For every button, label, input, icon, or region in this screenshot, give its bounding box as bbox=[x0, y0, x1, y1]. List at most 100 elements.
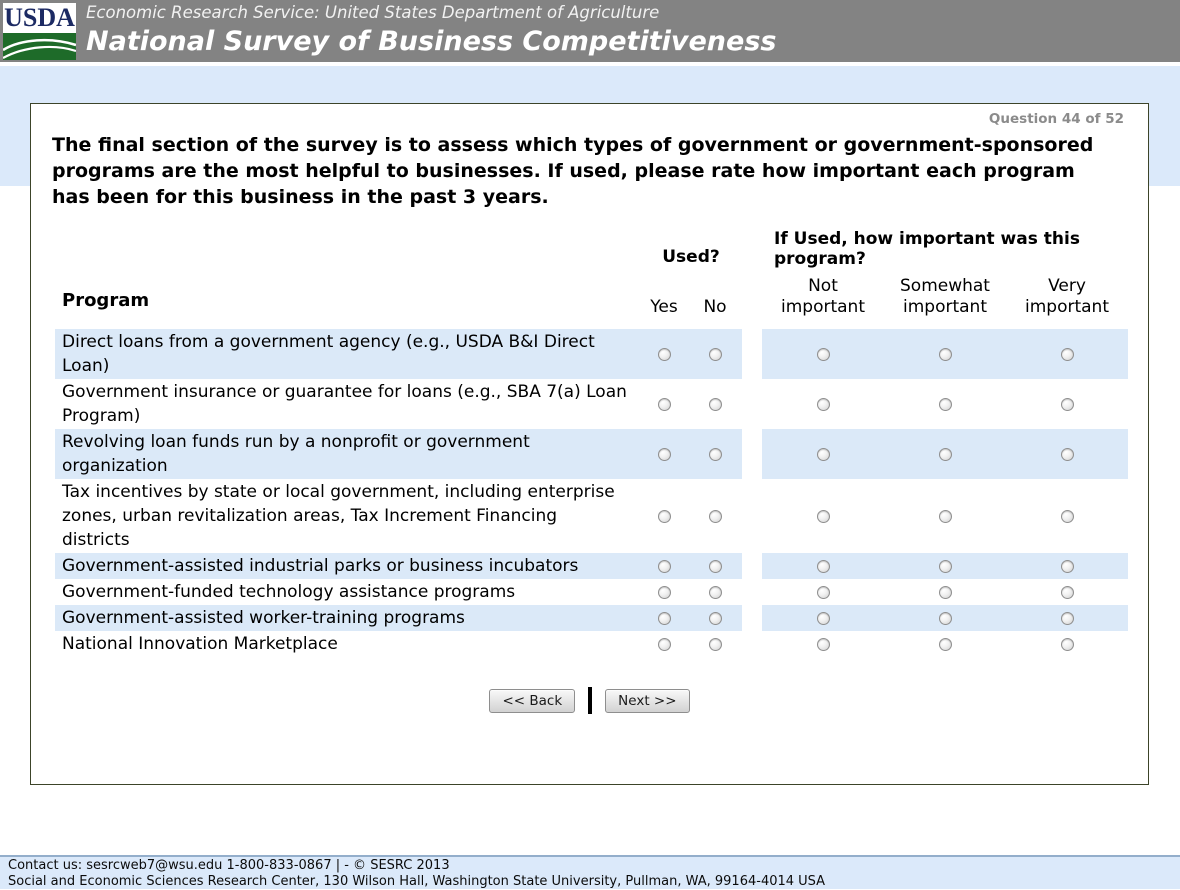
radio-importance-not-important[interactable] bbox=[816, 509, 830, 523]
radio-cell bbox=[688, 631, 742, 657]
radio-cell bbox=[640, 553, 688, 579]
radio-cell bbox=[884, 553, 1006, 579]
footer-address-line: Social and Economic Sciences Research Ce… bbox=[8, 874, 826, 889]
radio-importance-not-important[interactable] bbox=[816, 347, 830, 361]
row-gap bbox=[742, 329, 762, 379]
radio-importance-very-important[interactable] bbox=[1060, 611, 1074, 625]
radio-importance-somewhat-important[interactable] bbox=[938, 637, 952, 651]
footer-contact-line: Contact us: sesrcweb7@wsu.edu 1-800-833-… bbox=[8, 858, 450, 873]
radio-cell bbox=[884, 479, 1006, 553]
footer: Contact us: sesrcweb7@wsu.edu 1-800-833-… bbox=[0, 855, 1180, 889]
radio-cell bbox=[762, 429, 884, 479]
radio-used-yes[interactable] bbox=[657, 637, 671, 651]
program-label: Government-assisted worker-training prog… bbox=[55, 605, 640, 631]
radio-importance-not-important[interactable] bbox=[816, 559, 830, 573]
usda-logo: USDA bbox=[3, 3, 76, 60]
radio-importance-somewhat-important[interactable] bbox=[938, 611, 952, 625]
next-button[interactable]: Next >> bbox=[605, 688, 690, 713]
radio-used-yes[interactable] bbox=[657, 447, 671, 461]
radio-cell bbox=[1006, 429, 1128, 479]
program-table: Used? If Used, how important was this pr… bbox=[55, 224, 1128, 657]
radio-cell bbox=[884, 429, 1006, 479]
row-gap bbox=[742, 429, 762, 479]
radio-cell bbox=[688, 605, 742, 631]
radio-used-no[interactable] bbox=[708, 559, 722, 573]
program-label: National Innovation Marketplace bbox=[62, 634, 338, 654]
radio-used-no[interactable] bbox=[708, 447, 722, 461]
radio-cell bbox=[762, 553, 884, 579]
radio-cell bbox=[640, 631, 688, 657]
radio-used-no[interactable] bbox=[708, 397, 722, 411]
table-row: Government-assisted worker-training prog… bbox=[55, 605, 1128, 631]
radio-importance-not-important[interactable] bbox=[816, 637, 830, 651]
radio-cell bbox=[762, 605, 884, 631]
table-row: Revolving loan funds run by a nonprofit … bbox=[55, 429, 1128, 479]
row-gap bbox=[742, 379, 762, 429]
radio-cell bbox=[688, 553, 742, 579]
radio-cell bbox=[884, 631, 1006, 657]
usda-wordmark: USDA bbox=[4, 3, 75, 32]
radio-cell bbox=[762, 631, 884, 657]
radio-importance-not-important[interactable] bbox=[816, 585, 830, 599]
radio-used-yes[interactable] bbox=[657, 397, 671, 411]
navigation-buttons: << Back Next >> bbox=[31, 687, 1148, 714]
table-row: Government insurance or guarantee for lo… bbox=[55, 379, 1128, 429]
radio-importance-not-important[interactable] bbox=[816, 611, 830, 625]
program-header: Program bbox=[62, 290, 150, 311]
radio-cell bbox=[762, 329, 884, 379]
radio-cell bbox=[1006, 553, 1128, 579]
table-row: Government-funded technology assistance … bbox=[55, 579, 1128, 605]
radio-used-no[interactable] bbox=[708, 509, 722, 523]
radio-used-no[interactable] bbox=[708, 347, 722, 361]
table-header-row-columns: Program Yes No Not important Somewhat im… bbox=[55, 269, 1128, 321]
radio-cell bbox=[884, 379, 1006, 429]
radio-cell bbox=[640, 605, 688, 631]
radio-cell bbox=[640, 429, 688, 479]
radio-importance-very-important[interactable] bbox=[1060, 637, 1074, 651]
program-label: Tax incentives by state or local governm… bbox=[62, 482, 615, 550]
radio-used-no[interactable] bbox=[708, 585, 722, 599]
radio-used-yes[interactable] bbox=[657, 611, 671, 625]
header-bar: USDA Economic Research Service: United S… bbox=[0, 0, 1180, 62]
radio-importance-somewhat-important[interactable] bbox=[938, 585, 952, 599]
radio-cell bbox=[640, 379, 688, 429]
radio-used-no[interactable] bbox=[708, 611, 722, 625]
radio-importance-somewhat-important[interactable] bbox=[938, 347, 952, 361]
radio-used-yes[interactable] bbox=[657, 347, 671, 361]
radio-cell bbox=[1006, 479, 1128, 553]
back-button[interactable]: << Back bbox=[489, 688, 576, 713]
header-gap bbox=[742, 269, 762, 321]
radio-importance-somewhat-important[interactable] bbox=[938, 447, 952, 461]
radio-used-yes[interactable] bbox=[657, 509, 671, 523]
radio-importance-very-important[interactable] bbox=[1060, 559, 1074, 573]
radio-cell bbox=[688, 579, 742, 605]
radio-importance-not-important[interactable] bbox=[816, 447, 830, 461]
radio-used-no[interactable] bbox=[708, 637, 722, 651]
radio-importance-very-important[interactable] bbox=[1060, 509, 1074, 523]
radio-importance-very-important[interactable] bbox=[1060, 347, 1074, 361]
table-header-row-groups: Used? If Used, how important was this pr… bbox=[55, 224, 1128, 269]
radio-cell bbox=[884, 605, 1006, 631]
program-label: Direct loans from a government agency (e… bbox=[55, 329, 640, 379]
radio-cell bbox=[688, 379, 742, 429]
radio-importance-very-important[interactable] bbox=[1060, 585, 1074, 599]
col-very-important-label: Very important bbox=[1025, 276, 1109, 317]
survey-title: National Survey of Business Competitiven… bbox=[86, 26, 777, 57]
radio-importance-somewhat-important[interactable] bbox=[938, 559, 952, 573]
radio-cell bbox=[688, 479, 742, 553]
program-label: Government insurance or guarantee for lo… bbox=[62, 382, 627, 426]
radio-used-yes[interactable] bbox=[657, 559, 671, 573]
radio-importance-very-important[interactable] bbox=[1060, 447, 1074, 461]
radio-cell bbox=[1006, 605, 1128, 631]
radio-cell bbox=[762, 479, 884, 553]
radio-importance-not-important[interactable] bbox=[816, 397, 830, 411]
radio-cell bbox=[1006, 631, 1128, 657]
radio-importance-somewhat-important[interactable] bbox=[938, 509, 952, 523]
row-gap bbox=[742, 605, 762, 631]
radio-cell bbox=[1006, 379, 1128, 429]
radio-used-yes[interactable] bbox=[657, 585, 671, 599]
radio-cell bbox=[884, 579, 1006, 605]
radio-importance-somewhat-important[interactable] bbox=[938, 397, 952, 411]
radio-cell bbox=[1006, 579, 1128, 605]
radio-importance-very-important[interactable] bbox=[1060, 397, 1074, 411]
